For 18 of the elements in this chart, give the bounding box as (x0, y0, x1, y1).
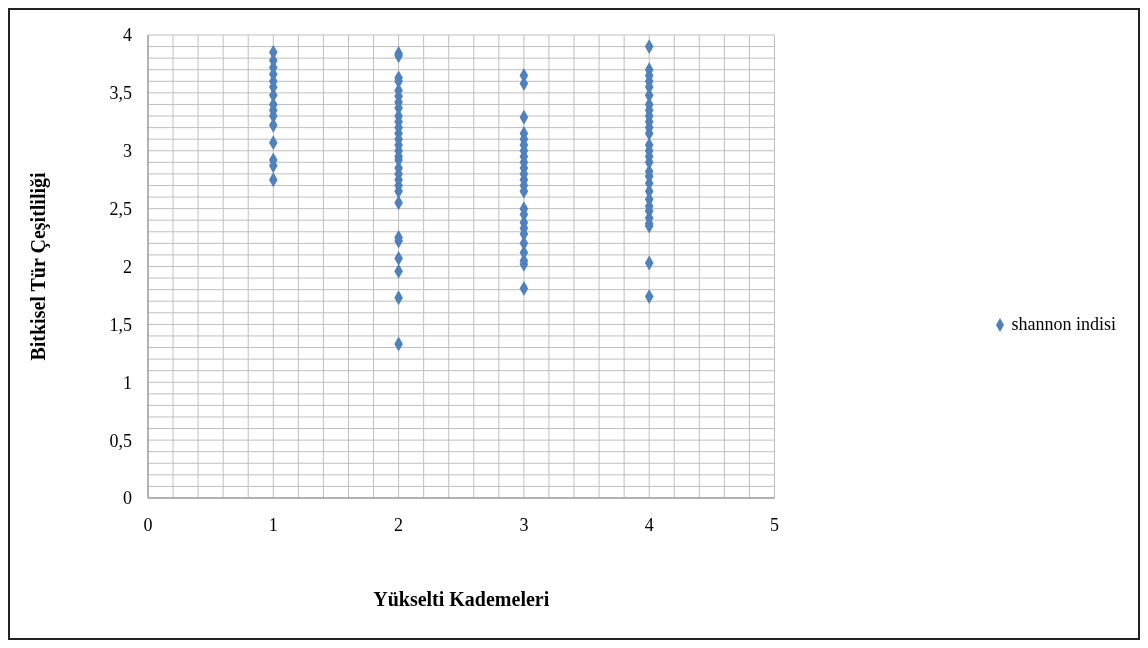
y-tick-label: 1,5 (109, 314, 132, 335)
x-axis-title: Yükselti Kademeleri (373, 588, 550, 610)
x-tick-label: 1 (268, 514, 278, 535)
x-tick-label: 5 (769, 514, 779, 535)
y-tick-label: 2 (123, 256, 132, 277)
x-tick-label: 0 (143, 514, 153, 535)
x-tick-label: 3 (519, 514, 529, 535)
y-tick-label: 0 (123, 488, 132, 509)
x-tick-label: 4 (644, 514, 654, 535)
y-tick-label: 1 (123, 372, 132, 393)
y-tick-label: 0,5 (109, 430, 132, 451)
x-tick-label: 2 (394, 514, 404, 535)
y-tick-label: 2,5 (109, 199, 132, 220)
y-tick-label: 3 (123, 141, 132, 162)
y-tick-label: 3,5 (109, 83, 132, 104)
y-axis-title: Bitkisel Tür Çeşitliliği (27, 171, 51, 361)
y-tick-label: 4 (123, 25, 132, 46)
legend-label: shannon indisi (1011, 313, 1116, 334)
